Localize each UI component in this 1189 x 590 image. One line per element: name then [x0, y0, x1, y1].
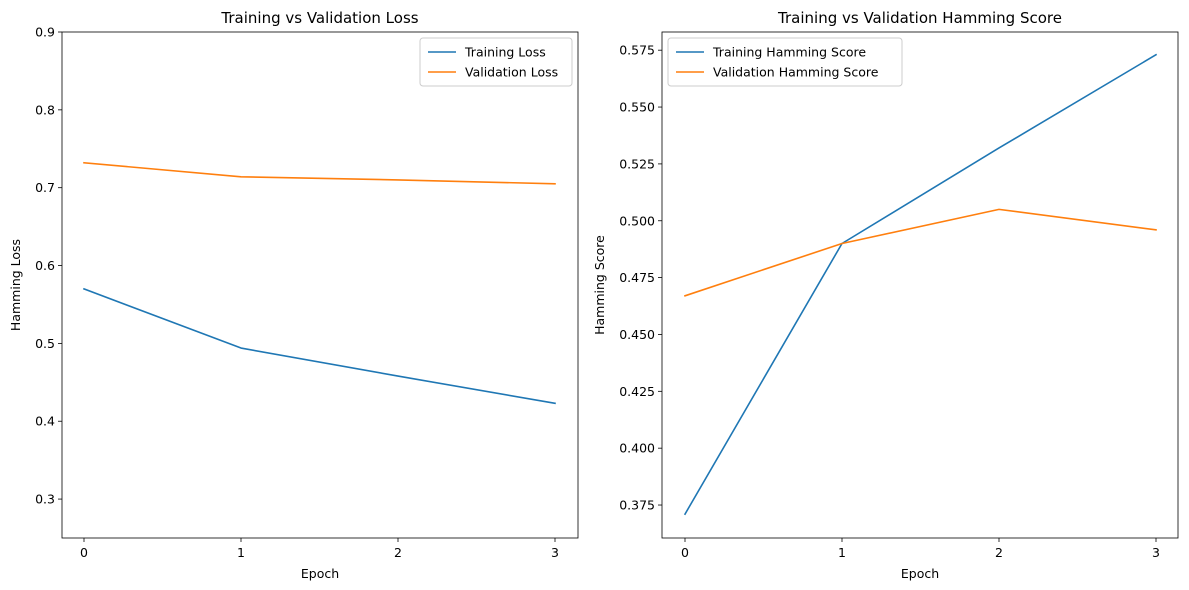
legend: Training Loss Validation Loss: [419, 37, 573, 87]
y-tick-label: 0.575: [619, 43, 655, 58]
x-tick-label: 2: [394, 545, 402, 560]
series-line-validation-hamming-score: [683, 208, 1157, 297]
x-tick-label: 0: [80, 545, 88, 560]
y-tick-label: 0.7: [35, 180, 55, 195]
legend-label: Training Hamming Score: [712, 45, 866, 60]
y-tick-label: 0.500: [619, 213, 655, 228]
y-axis-label: Hamming Score: [592, 235, 607, 335]
legend-label: Training Loss: [464, 45, 546, 60]
y-tick-label: 0.375: [619, 498, 655, 513]
y-tick-label: 0.550: [619, 100, 655, 115]
legend-label: Validation Hamming Score: [713, 65, 879, 80]
x-tick-label: 1: [237, 545, 245, 560]
y-tick-label: 0.9: [35, 25, 55, 40]
legend-box: [419, 37, 573, 87]
x-tick-label: 0: [681, 545, 689, 560]
chart-title: Training vs Validation Hamming Score: [777, 9, 1062, 27]
x-tick-label: 3: [551, 545, 559, 560]
x-tick-label: 1: [838, 545, 846, 560]
x-tick-label: 2: [995, 545, 1003, 560]
series-line-training-hamming-score: [683, 53, 1158, 516]
y-tick-label: 0.450: [619, 327, 655, 342]
y-tick-label: 0.5: [35, 336, 55, 351]
legend-box: [667, 37, 903, 87]
y-tick-label: 0.3: [35, 492, 55, 507]
x-axis-label: Epoch: [901, 566, 939, 581]
y-tick-label: 0.425: [619, 384, 655, 399]
y-tick-label: 0.400: [619, 441, 655, 456]
y-tick-label: 0.525: [619, 156, 655, 171]
x-axis-label: Epoch: [301, 566, 339, 581]
y-tick-label: 0.6: [35, 258, 55, 273]
y-tick-label: 0.8: [35, 102, 55, 117]
chart-title: Training vs Validation Loss: [220, 9, 418, 27]
y-axis-label: Hamming Loss: [8, 239, 23, 331]
legend: Training Hamming Score Validation Hamming…: [667, 37, 903, 87]
series-line-training-loss: [82, 287, 556, 405]
x-tick-label: 3: [1152, 545, 1160, 560]
chart-2: Training vs Validation Hamming Score 0 1 2 3…: [592, 9, 1179, 581]
series-line-validation-loss: [83, 161, 556, 185]
y-tick-label: 0.4: [35, 414, 55, 429]
plot-frame: [61, 31, 579, 539]
legend-label: Validation Loss: [465, 65, 558, 80]
chart-1: Training vs Validation Loss 0 1 2 3 0.3 0.4 0.5…: [8, 9, 579, 581]
plot-frame: [661, 31, 1179, 539]
y-tick-label: 0.475: [619, 270, 655, 285]
